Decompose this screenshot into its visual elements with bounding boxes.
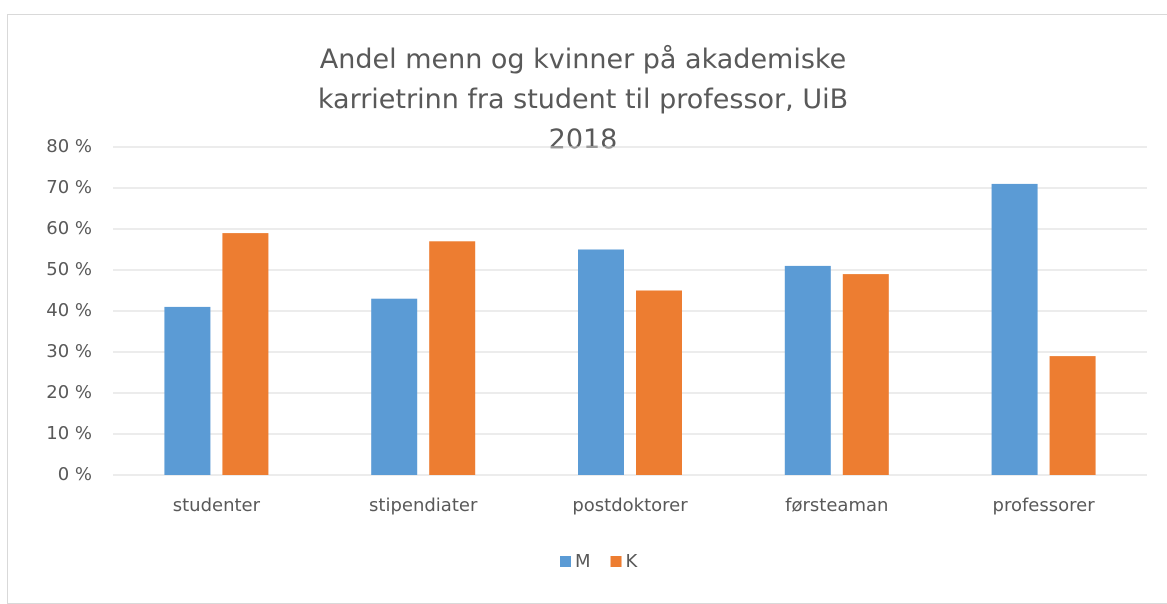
chart-title: Andel menn og kvinner på akademiske karr… bbox=[317, 44, 849, 155]
legend-swatch bbox=[560, 556, 571, 567]
y-tick-label: 50 % bbox=[46, 259, 92, 280]
bar bbox=[842, 274, 889, 475]
y-tick-label: 80 % bbox=[46, 136, 92, 157]
bar bbox=[784, 265, 831, 475]
bar bbox=[991, 183, 1038, 475]
y-tick-label: 60 % bbox=[46, 218, 92, 239]
x-tick-label: professorer bbox=[993, 495, 1096, 516]
y-tick-label: 0 % bbox=[58, 464, 92, 485]
y-tick-label: 40 % bbox=[46, 300, 92, 321]
bar bbox=[636, 290, 682, 475]
bar bbox=[1049, 356, 1096, 475]
bar bbox=[429, 241, 476, 475]
y-tick-label: 30 % bbox=[46, 341, 92, 362]
x-tick-label: postdoktorer bbox=[572, 495, 688, 516]
y-tick-label: 70 % bbox=[46, 177, 92, 198]
y-tick-label: 10 % bbox=[46, 423, 92, 444]
bar bbox=[222, 233, 269, 475]
x-tick-label: førsteaman bbox=[785, 495, 888, 516]
bar bbox=[578, 249, 624, 475]
x-tick-label: stipendiater bbox=[369, 495, 478, 516]
legend-label: K bbox=[626, 551, 639, 572]
y-tick-label: 20 % bbox=[46, 382, 92, 403]
bar bbox=[371, 298, 418, 475]
legend-swatch bbox=[610, 556, 622, 567]
legend-label: M bbox=[575, 551, 591, 572]
bar bbox=[164, 306, 211, 475]
x-tick-label: studenter bbox=[173, 495, 261, 516]
